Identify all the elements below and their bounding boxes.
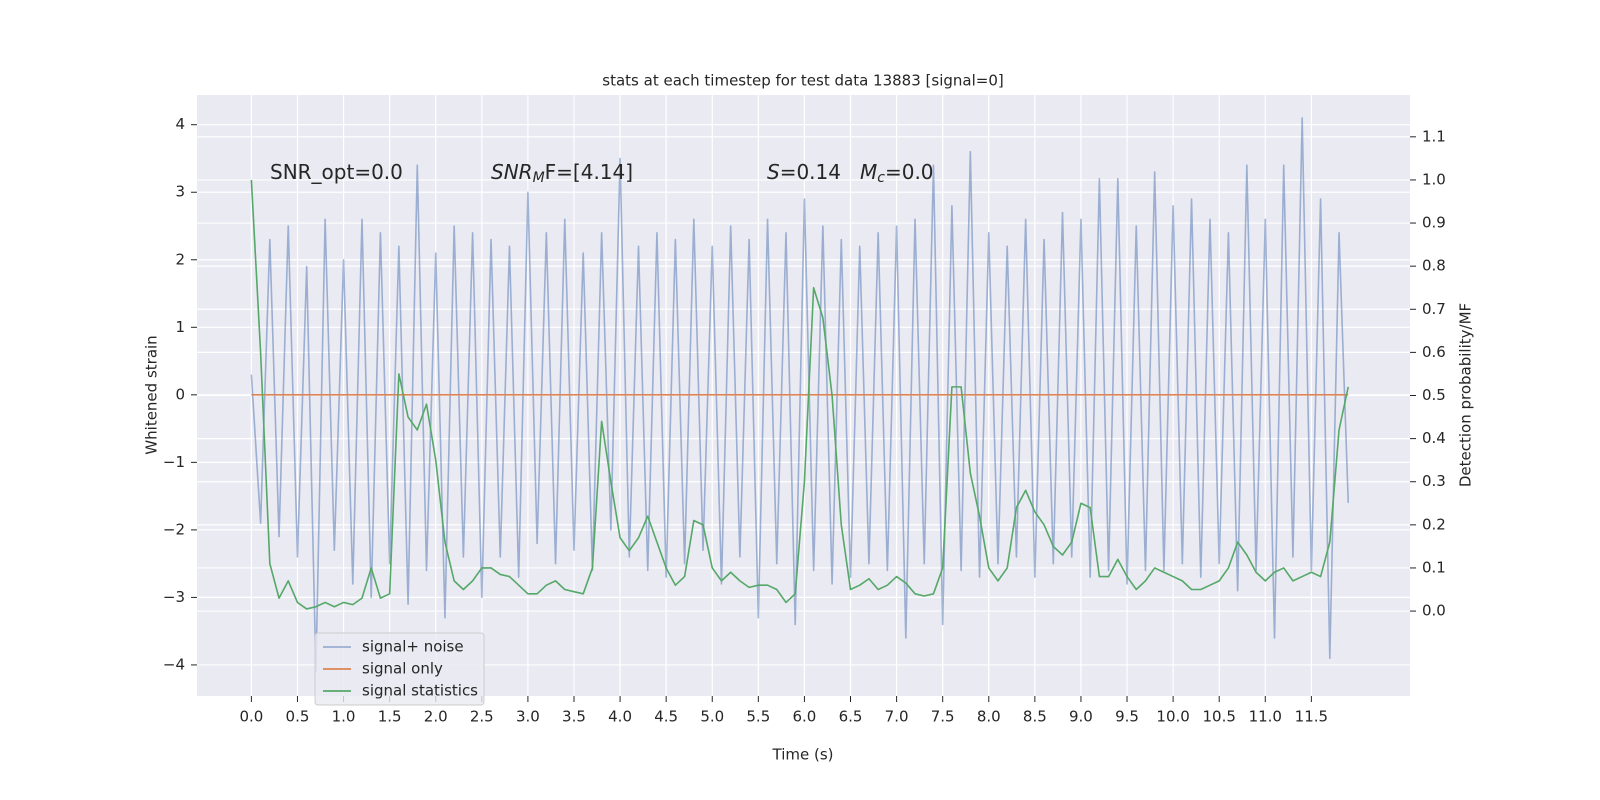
y2-tick-label: 0.0 — [1422, 602, 1446, 620]
annotation-sub: c — [877, 170, 885, 186]
legend-label: signal+ noise — [362, 638, 464, 656]
annotation-main: SNR_opt=0.0 — [270, 160, 403, 184]
chart-title: stats at each timestep for test data 138… — [602, 72, 1003, 90]
x-tick-label: 10.5 — [1202, 708, 1235, 726]
series-line — [250, 117, 1350, 673]
legend-box — [314, 632, 485, 706]
y2-tick-label: 0.4 — [1422, 429, 1446, 447]
annotation-main: S — [767, 160, 780, 184]
y-tick-label: −3 — [163, 588, 185, 606]
annotation: SNR_opt=0.0 — [270, 160, 403, 184]
x-tick-label: 5.5 — [746, 708, 770, 726]
x-tick-label: 4.5 — [654, 708, 678, 726]
y2-tick-label: 0.9 — [1422, 214, 1446, 232]
y-tick-label: −1 — [163, 453, 185, 471]
annotation-main: SNR — [491, 160, 533, 184]
y-tick-label: −4 — [163, 655, 185, 673]
x-tick-label: 2.0 — [424, 708, 448, 726]
x-tick-label: 9.5 — [1115, 708, 1139, 726]
x-tick-label: 11.5 — [1295, 708, 1328, 726]
annotation-rest: =0.14 — [780, 160, 841, 184]
y-tick-label: 2 — [175, 250, 185, 268]
y2-tick-label: 0.8 — [1422, 257, 1446, 275]
x-tick-label: 11.0 — [1249, 708, 1282, 726]
y2-tick-label: 1.1 — [1422, 127, 1446, 145]
y-tick-label: 4 — [175, 115, 185, 133]
x-tick-label: 1.5 — [378, 708, 402, 726]
x-tick-label: 0.5 — [286, 708, 310, 726]
x-tick-label: 9.0 — [1069, 708, 1093, 726]
x-tick-label: 4.0 — [608, 708, 632, 726]
x-tick-label: 1.0 — [332, 708, 356, 726]
x-tick-label: 8.5 — [1023, 708, 1047, 726]
y-axis-label: Whitened strain — [143, 335, 161, 454]
y2-tick-label: 1.0 — [1422, 170, 1446, 188]
y2-tick-label: 0.6 — [1422, 343, 1446, 361]
x-tick-label: 10.0 — [1156, 708, 1189, 726]
x-tick-label: 7.5 — [931, 708, 955, 726]
x-tick-label: 3.5 — [562, 708, 586, 726]
y2-tick-label: 0.3 — [1422, 472, 1446, 490]
y-tick-label: 1 — [175, 318, 185, 336]
annotation-main: M — [860, 160, 877, 184]
y2-axis-label: Detection probability/MF — [1457, 303, 1475, 487]
x-tick-label: 8.0 — [977, 708, 1001, 726]
x-tick-label: 0.0 — [239, 708, 263, 726]
x-tick-label: 6.5 — [839, 708, 863, 726]
x-tick-label: 6.0 — [792, 708, 816, 726]
x-tick-label: 7.0 — [885, 708, 909, 726]
y-tick-label: −2 — [163, 520, 185, 538]
annotation: S=0.14 — [767, 160, 841, 184]
x-tick-label: 3.0 — [516, 708, 540, 726]
x-axis-label: Time (s) — [772, 746, 834, 764]
x-tick-label: 2.5 — [470, 708, 494, 726]
y-tick-label: 0 — [175, 385, 185, 403]
legend-label: signal statistics — [362, 682, 478, 700]
annotation-sub: M — [533, 170, 545, 186]
y2-tick-label: 0.5 — [1422, 386, 1446, 404]
y-tick-label: 3 — [175, 183, 185, 201]
x-tick-label: 5.0 — [700, 708, 724, 726]
annotation: Mc=0.0 — [860, 160, 934, 187]
annotation: SNRMF=[4.14] — [491, 160, 633, 187]
series-line — [250, 179, 1350, 610]
legend-label: signal only — [362, 660, 443, 678]
annotation-rest: =0.0 — [885, 160, 934, 184]
annotation-rest: F=[4.14] — [545, 160, 633, 184]
y2-tick-label: 0.7 — [1422, 300, 1446, 318]
y2-tick-label: 0.1 — [1422, 558, 1446, 576]
y2-tick-label: 0.2 — [1422, 515, 1446, 533]
